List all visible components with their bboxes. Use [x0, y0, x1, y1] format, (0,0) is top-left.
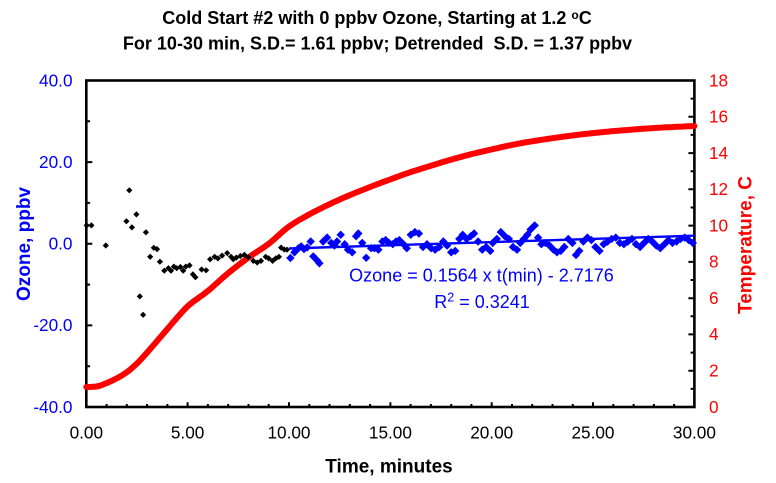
svg-text:2: 2	[709, 361, 719, 381]
svg-text:Ozone = 0.1564 x t(min) - 2.71: Ozone = 0.1564 x t(min) - 2.7176	[349, 266, 614, 286]
svg-text:0.0: 0.0	[49, 234, 73, 254]
svg-text:Temperature, C: Temperature, C	[736, 176, 757, 314]
svg-text:12: 12	[709, 179, 728, 199]
svg-text:10: 10	[709, 215, 728, 235]
svg-text:-40.0: -40.0	[33, 397, 72, 417]
svg-text:-20.0: -20.0	[33, 315, 72, 335]
svg-text:25.00: 25.00	[571, 423, 614, 443]
svg-text:18: 18	[709, 70, 728, 90]
svg-text:Time, minutes: Time, minutes	[325, 457, 452, 478]
svg-text:Ozone, ppbv: Ozone, ppbv	[14, 187, 35, 301]
svg-text:6: 6	[709, 288, 719, 308]
svg-text:5.00: 5.00	[171, 423, 204, 443]
svg-text:30.00: 30.00	[673, 423, 716, 443]
svg-text:8: 8	[709, 252, 719, 272]
svg-text:0: 0	[709, 397, 719, 417]
svg-text:R2 = 0.3241: R2 = 0.3241	[434, 291, 530, 313]
svg-text:20.00: 20.00	[470, 423, 513, 443]
svg-text:4: 4	[709, 324, 719, 344]
svg-text:For 10-30 min, S.D.= 1.61 ppbv: For 10-30 min, S.D.= 1.61 ppbv; Detrende…	[123, 34, 632, 54]
svg-text:14: 14	[709, 143, 729, 163]
svg-text:16: 16	[709, 107, 728, 127]
svg-text:Cold Start #2 with 0 ppbv Ozon: Cold Start #2 with 0 ppbv Ozone, Startin…	[162, 8, 591, 28]
svg-text:10.00: 10.00	[267, 423, 310, 443]
svg-text:20.0: 20.0	[39, 152, 72, 172]
svg-text:40.0: 40.0	[39, 70, 72, 90]
svg-text:0.00: 0.00	[70, 423, 103, 443]
svg-text:15.00: 15.00	[369, 423, 412, 443]
